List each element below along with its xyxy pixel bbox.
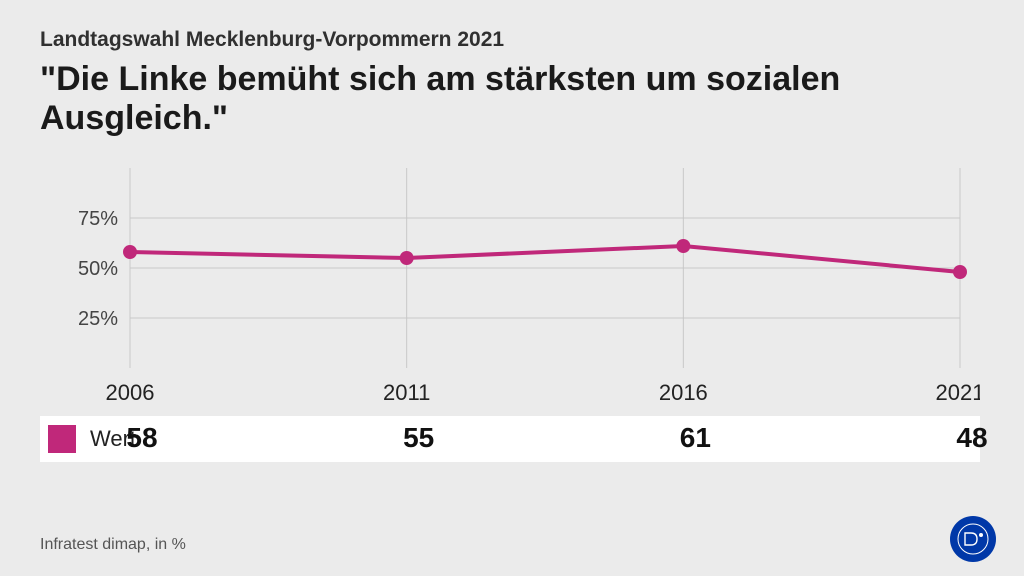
chart-title: "Die Linke bemüht sich am stärksten um s… [40, 60, 984, 138]
series-color-swatch [48, 425, 76, 453]
value-cell: 58 [112, 422, 172, 454]
svg-text:2011: 2011 [383, 380, 430, 405]
logo-mark-icon [957, 523, 989, 555]
svg-text:2006: 2006 [106, 380, 155, 405]
value-cell: 48 [942, 422, 1002, 454]
svg-text:25%: 25% [78, 308, 118, 330]
chart-plot-area: 25% 50% 75% 2006 2011 2016 2021 [40, 158, 980, 408]
line-chart-svg: 25% 50% 75% 2006 2011 2016 2021 [40, 158, 980, 408]
svg-text:2021: 2021 [936, 380, 980, 405]
svg-text:50%: 50% [78, 258, 118, 280]
data-table-row: Wert 58556148 [40, 416, 980, 462]
broadcaster-logo [950, 516, 996, 562]
svg-text:2016: 2016 [659, 380, 708, 405]
value-cells-container: 58556148 [205, 416, 980, 462]
chart-subtitle: Landtagswahl Mecklenburg-Vorpommern 2021 [40, 28, 984, 52]
source-attribution: Infratest dimap, in % [40, 536, 186, 554]
value-cell: 55 [389, 422, 449, 454]
value-cell: 61 [665, 422, 725, 454]
chart-container: Landtagswahl Mecklenburg-Vorpommern 2021… [0, 0, 1024, 576]
svg-text:75%: 75% [78, 208, 118, 230]
